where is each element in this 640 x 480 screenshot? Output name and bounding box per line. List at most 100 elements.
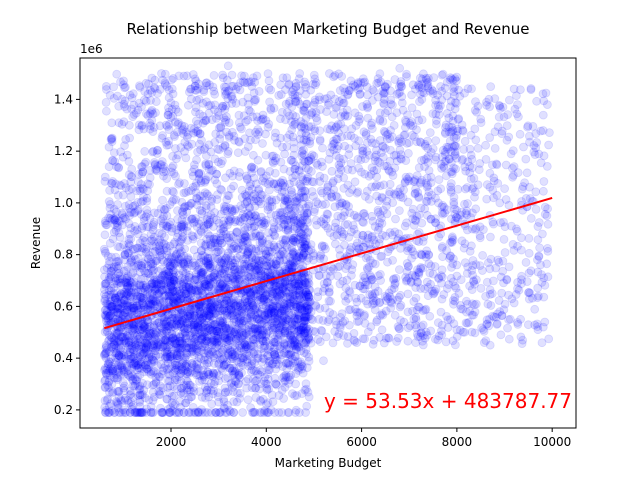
data-point	[348, 220, 358, 230]
data-point	[439, 202, 449, 212]
data-point	[218, 220, 228, 230]
data-point	[220, 263, 230, 273]
data-point	[411, 293, 421, 303]
data-point	[130, 330, 140, 340]
data-point	[182, 385, 192, 395]
data-point	[204, 358, 214, 368]
data-point	[405, 118, 415, 128]
data-point	[272, 302, 282, 312]
data-point	[240, 352, 250, 361]
data-point	[194, 168, 204, 178]
data-point	[354, 111, 364, 121]
data-point	[167, 362, 177, 371]
data-point	[280, 195, 290, 205]
data-point	[205, 302, 215, 312]
data-point	[200, 320, 210, 330]
data-point	[255, 340, 265, 350]
data-point	[258, 114, 268, 124]
data-points	[99, 61, 554, 417]
data-point	[195, 306, 205, 316]
data-point	[191, 127, 201, 137]
data-point	[206, 240, 216, 250]
data-point	[181, 153, 191, 163]
data-point	[203, 323, 213, 333]
data-point	[309, 207, 319, 217]
data-point	[276, 80, 286, 90]
data-point	[125, 90, 135, 100]
data-point	[162, 321, 172, 331]
data-point	[161, 352, 171, 362]
data-point	[403, 289, 413, 299]
data-point	[300, 385, 310, 395]
data-point	[267, 359, 277, 369]
data-point	[421, 304, 431, 314]
data-point	[139, 348, 149, 358]
data-point	[212, 301, 222, 310]
data-point	[135, 390, 145, 400]
data-point	[138, 221, 148, 231]
data-point	[100, 351, 109, 360]
data-point	[164, 125, 174, 135]
data-point	[193, 357, 203, 366]
data-point	[269, 347, 279, 357]
data-point	[235, 317, 245, 327]
data-point	[200, 282, 210, 292]
data-point	[185, 201, 194, 211]
data-point	[235, 167, 244, 177]
data-point	[176, 319, 186, 328]
data-point	[298, 234, 307, 244]
data-point	[143, 335, 153, 345]
data-point	[187, 167, 197, 177]
data-point	[133, 360, 143, 370]
data-point	[285, 279, 295, 289]
data-point	[183, 337, 193, 347]
data-point	[127, 172, 137, 182]
data-point	[195, 371, 205, 381]
data-point	[230, 265, 240, 274]
data-point	[172, 319, 182, 329]
data-point	[263, 369, 273, 379]
data-point	[290, 313, 300, 323]
data-point	[185, 313, 195, 323]
data-point	[241, 232, 251, 242]
data-point	[248, 348, 258, 358]
data-point	[246, 311, 255, 321]
data-point	[165, 381, 175, 391]
data-point	[256, 286, 265, 296]
data-point	[256, 307, 266, 317]
data-point	[206, 304, 216, 313]
data-point	[425, 311, 435, 321]
data-point	[234, 371, 244, 381]
data-point	[177, 336, 187, 346]
data-point	[207, 300, 217, 309]
data-point	[374, 222, 384, 232]
data-point	[272, 313, 282, 323]
data-point	[104, 383, 113, 393]
data-point	[294, 285, 303, 295]
data-point	[129, 306, 139, 316]
data-point	[233, 302, 243, 312]
data-point	[162, 246, 172, 256]
data-point	[201, 151, 211, 161]
data-point	[242, 383, 252, 393]
data-point	[102, 106, 111, 116]
data-point	[221, 387, 230, 397]
data-point	[109, 82, 118, 92]
data-point	[141, 342, 151, 352]
data-point	[101, 220, 111, 230]
data-point	[178, 228, 188, 238]
data-point	[181, 289, 191, 299]
data-point	[304, 356, 314, 366]
data-point	[266, 104, 276, 113]
data-point	[163, 222, 173, 232]
data-point	[291, 117, 300, 127]
data-point	[273, 314, 283, 324]
data-point	[301, 285, 311, 295]
data-point	[107, 134, 116, 144]
data-point	[172, 365, 181, 374]
data-point	[275, 266, 285, 276]
data-point	[253, 328, 263, 338]
data-point	[188, 232, 198, 242]
data-point	[137, 261, 147, 271]
data-point	[411, 184, 421, 194]
